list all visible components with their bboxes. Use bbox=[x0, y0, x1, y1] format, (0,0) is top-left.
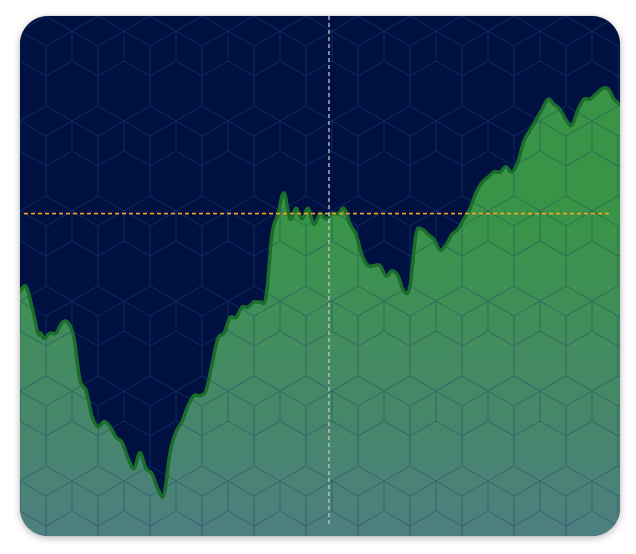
area-hex-overlay bbox=[20, 87, 620, 536]
chart-card bbox=[20, 16, 620, 536]
series-line bbox=[20, 85, 620, 499]
area-chart bbox=[20, 16, 620, 536]
